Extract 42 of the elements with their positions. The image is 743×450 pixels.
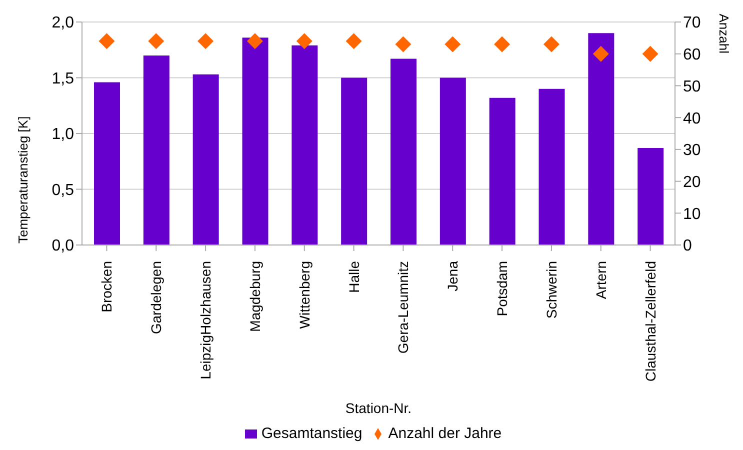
y-axis-title: Temperaturanstieg [K] xyxy=(16,116,31,244)
bar xyxy=(538,88,565,245)
y2-tick-label: 20 xyxy=(683,174,701,191)
bar xyxy=(94,82,120,245)
x-tick-label: Artern xyxy=(592,261,609,300)
y2-tick-label: 40 xyxy=(683,110,701,128)
y2-tick-label: 10 xyxy=(683,206,701,223)
x-tick-label: LeipzigHolzhausen xyxy=(198,261,214,380)
bar xyxy=(192,74,219,245)
legend-label: Gesamtanstieg xyxy=(261,425,362,442)
y2-tick-label: 30 xyxy=(683,142,701,160)
x-tick-label: Magdeburg xyxy=(246,261,263,332)
bar xyxy=(341,78,368,245)
y2-tick-label: 70 xyxy=(683,14,701,32)
x-tick-label: Wittenberg xyxy=(296,261,312,329)
x-axis-title: Station-Nr. xyxy=(345,400,412,416)
y2-axis-title: Anzahl xyxy=(716,14,732,54)
bar xyxy=(390,58,416,245)
y-tick-label: 1,0 xyxy=(52,126,74,144)
bar xyxy=(143,55,170,245)
y2-tick-label: 0 xyxy=(683,238,692,255)
y-tick-label: 2,0 xyxy=(52,14,74,32)
x-tick-label: Brocken xyxy=(98,261,115,312)
bar xyxy=(440,78,466,245)
y2-tick-label: 50 xyxy=(683,78,701,96)
legend-label: Anzahl der Jahre xyxy=(388,425,502,442)
x-tick-label: Gardelegen xyxy=(148,261,164,334)
x-tick-label: Jena xyxy=(444,260,461,292)
x-tick-label: Gera-Leumnitz xyxy=(395,261,412,354)
bar xyxy=(638,148,664,245)
x-tick-label: Halle xyxy=(346,260,362,293)
y-tick-label: 1,5 xyxy=(52,70,74,88)
y2-tick-label: 60 xyxy=(683,46,701,64)
y-tick-label: 0,0 xyxy=(52,238,74,255)
bar xyxy=(489,98,516,245)
bar xyxy=(588,33,614,245)
x-tick-label: Schwerin xyxy=(543,261,560,319)
x-tick-label: Potsdam xyxy=(494,261,510,316)
bar xyxy=(292,45,318,245)
y-tick-label: 0,5 xyxy=(52,182,74,199)
x-tick-label: Clausthal-Zellerfeld xyxy=(642,261,658,382)
bar xyxy=(242,38,268,245)
